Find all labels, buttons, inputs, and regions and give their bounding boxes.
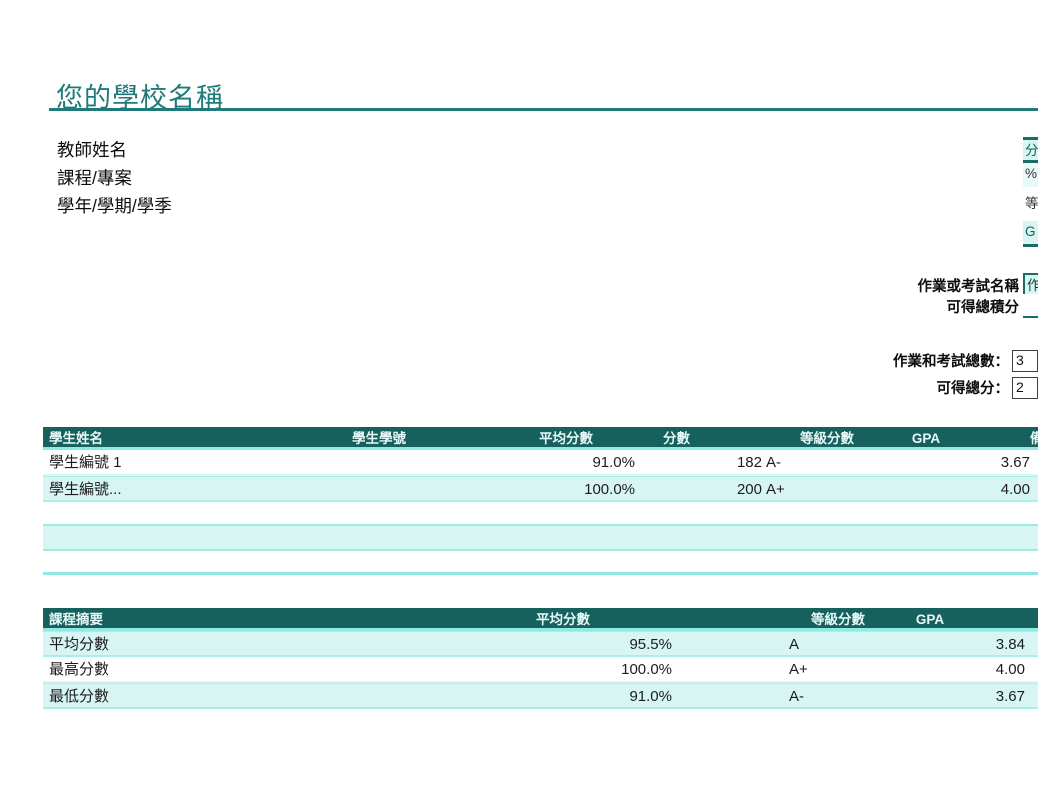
- total-points-box[interactable]: 2: [1012, 376, 1038, 399]
- empty-student-row[interactable]: [43, 502, 1038, 524]
- assignment-points-row: 可得總積分: [947, 294, 1038, 318]
- course-project-label[interactable]: 課程/專案: [57, 168, 132, 188]
- summary-gpa[interactable]: 3.84: [995, 636, 1025, 653]
- col-header-average: 平均分數: [536, 612, 590, 627]
- student-score[interactable]: 200: [736, 481, 762, 498]
- summary-row-highest[interactable]: 最高分數 100.0% A+ 4.00: [43, 657, 1038, 683]
- student-average[interactable]: 91.0%: [592, 454, 635, 471]
- student-name[interactable]: 學生編號 1: [49, 454, 122, 471]
- col-header-letter-grade: 等級分數: [811, 612, 865, 627]
- col-header-score: 分數: [663, 431, 690, 446]
- course-info-block: 教師姓名 課程/專案 學年/學期/學季: [57, 136, 172, 220]
- summary-table-header: 課程摘要 平均分數 等級分數 GPA: [43, 608, 1038, 631]
- student-letter-grade[interactable]: A-: [766, 454, 781, 471]
- empty-student-row[interactable]: [43, 551, 1038, 575]
- legend-cell-score[interactable]: 分: [1023, 137, 1038, 163]
- legend-cell-grade[interactable]: 等: [1023, 193, 1038, 215]
- legend-cell-percent[interactable]: %: [1023, 163, 1038, 187]
- summary-row-label: 最低分數: [49, 688, 110, 705]
- assignment-count-row: 作業和考試總數： 3: [893, 349, 1038, 372]
- assignment-points-label: 可得總積分: [946, 299, 1020, 316]
- summary-letter-grade[interactable]: A-: [789, 688, 804, 705]
- teacher-name-label[interactable]: 教師姓名: [57, 140, 127, 160]
- summary-average[interactable]: 91.0%: [629, 688, 672, 705]
- assignment-name-row: 作業或考試名稱 作: [918, 273, 1038, 297]
- summary-gpa[interactable]: 4.00: [995, 661, 1025, 678]
- empty-student-row[interactable]: [43, 524, 1038, 551]
- summary-row-label: 最高分數: [49, 661, 110, 678]
- col-header-summary-title: 課程摘要: [49, 612, 103, 627]
- summary-row-average[interactable]: 平均分數 95.5% A 3.84: [43, 631, 1038, 657]
- col-header-student-name: 學生姓名: [49, 431, 103, 446]
- assignment-count-box[interactable]: 3: [1012, 349, 1038, 372]
- school-term-label[interactable]: 學年/學期/學季: [57, 196, 172, 216]
- col-header-average: 平均分數: [539, 431, 593, 446]
- assignment-name-label: 作業或考試名稱: [917, 278, 1020, 295]
- student-row-2[interactable]: 學生編號... 100.0% 200 A+ 4.00: [43, 476, 1038, 502]
- col-header-gpa: GPA: [915, 612, 945, 627]
- students-table: 學生姓名 學生學號 平均分數 分數 等級分數 GPA 備 學生編號 1 91.0…: [43, 427, 1038, 575]
- student-row-1[interactable]: 學生編號 1 91.0% 182 A- 3.67: [43, 450, 1038, 476]
- total-points-label: 可得總分：: [936, 381, 1010, 397]
- summary-average[interactable]: 95.5%: [629, 636, 672, 653]
- assignment-name-cell[interactable]: 作: [1023, 273, 1038, 297]
- col-header-notes: 備: [1030, 431, 1038, 446]
- total-points-row: 可得總分： 2: [937, 376, 1038, 399]
- summary-table: 課程摘要 平均分數 等級分數 GPA 平均分數 95.5% A 3.84 最高分…: [43, 608, 1038, 709]
- students-table-header: 學生姓名 學生學號 平均分數 分數 等級分數 GPA 備: [43, 427, 1038, 450]
- summary-letter-grade[interactable]: A+: [789, 661, 808, 678]
- student-gpa[interactable]: 3.67: [1000, 454, 1030, 471]
- summary-gpa[interactable]: 3.67: [995, 688, 1025, 705]
- student-score[interactable]: 182: [736, 454, 762, 471]
- summary-row-lowest[interactable]: 最低分數 91.0% A- 3.67: [43, 683, 1038, 709]
- title-underline: [49, 108, 1038, 111]
- summary-row-label: 平均分數: [49, 636, 110, 653]
- legend-cell-gpa[interactable]: G: [1023, 221, 1038, 247]
- col-header-student-id: 學生學號: [352, 431, 406, 446]
- student-gpa[interactable]: 4.00: [1000, 481, 1030, 498]
- summary-letter-grade[interactable]: A: [789, 636, 800, 653]
- assignment-points-cell[interactable]: [1023, 294, 1038, 318]
- summary-average[interactable]: 100.0%: [621, 661, 672, 678]
- student-average[interactable]: 100.0%: [584, 481, 635, 498]
- student-letter-grade[interactable]: A+: [766, 481, 785, 498]
- assignment-count-label: 作業和考試總數：: [893, 354, 1009, 370]
- col-header-letter-grade: 等級分數: [800, 431, 854, 446]
- col-header-gpa: GPA: [911, 431, 941, 446]
- score-type-legend: 分 % 等 G: [1023, 137, 1038, 247]
- student-name[interactable]: 學生編號...: [49, 481, 122, 498]
